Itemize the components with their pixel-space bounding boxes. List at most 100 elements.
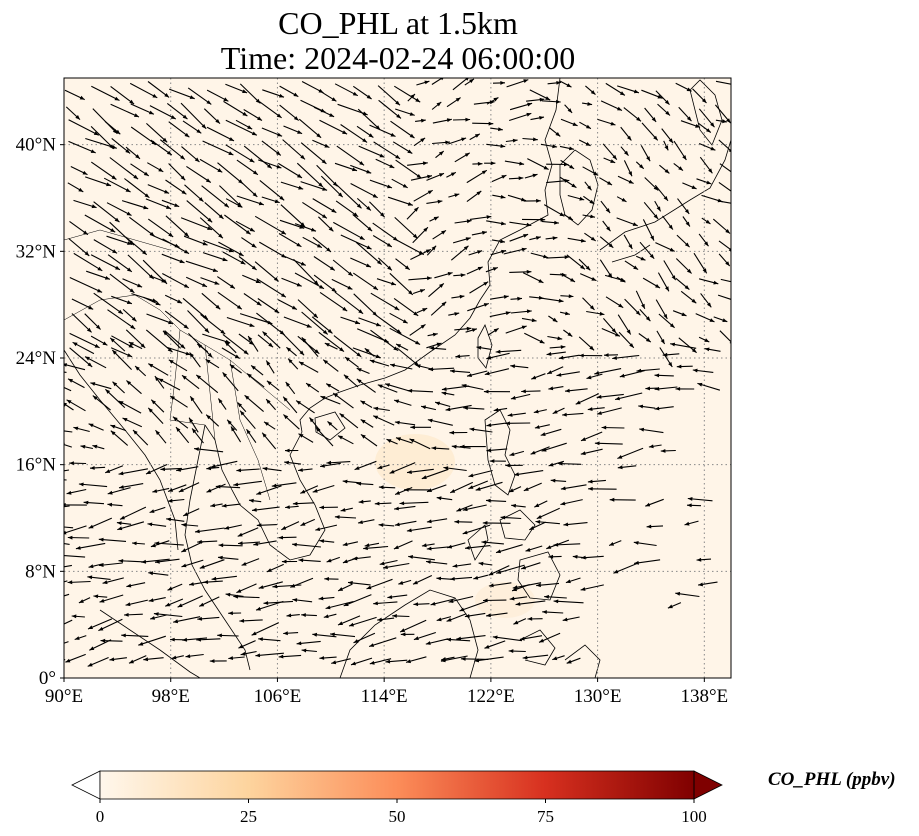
wind-vector-head [555, 132, 561, 137]
wind-vector-shaft [512, 582, 542, 589]
wind-vector-head [312, 488, 318, 493]
wind-vector-head [486, 215, 492, 219]
wind-vector-shaft [226, 316, 255, 328]
wind-vector-head [409, 112, 415, 116]
wind-vector-head [202, 241, 208, 246]
wind-vector-head [425, 249, 431, 254]
wind-vector-shaft [195, 374, 219, 394]
wind-vector-head [460, 273, 466, 278]
wind-vector-head [319, 284, 324, 289]
wind-vector-head [112, 381, 118, 387]
wind-vector-head [256, 523, 262, 528]
wind-vector-head [90, 382, 96, 386]
wind-vector-shaft [350, 183, 378, 199]
wind-vector-head [53, 626, 58, 630]
wind-vector-shaft [283, 316, 312, 328]
wind-vector-head [176, 427, 181, 432]
wind-vector-head [495, 349, 501, 354]
wind-vector-head [273, 277, 279, 282]
wind-vector-head [526, 269, 532, 274]
wind-vector-head [408, 290, 413, 295]
wind-vector-head [469, 78, 474, 84]
wind-vector-head [441, 391, 447, 396]
wind-vector-head [83, 500, 89, 505]
wind-vector-head [238, 541, 243, 546]
wind-vector-head [636, 368, 642, 373]
wind-vector-head [206, 100, 212, 105]
wind-vector-head [611, 328, 617, 333]
wind-vector-head [420, 137, 426, 143]
wind-vector-shaft [146, 313, 174, 325]
wind-vector-head [596, 394, 602, 399]
wind-vector-head [318, 88, 324, 93]
wind-vector-head [367, 226, 373, 232]
wind-vector-head [633, 265, 639, 270]
wind-vector-shaft [393, 297, 419, 317]
wind-vector-head [155, 301, 161, 306]
wind-vector-head [691, 185, 697, 189]
wind-vector-head [356, 352, 362, 357]
wind-vector-head [531, 375, 537, 380]
wind-vector-shaft [617, 447, 644, 460]
wind-vector-shaft [319, 119, 348, 135]
wind-vector-head [439, 173, 444, 177]
wind-vector-head [66, 490, 72, 495]
wind-vector-head [106, 182, 111, 187]
wind-vector-head [566, 83, 572, 88]
wind-vector-shaft [92, 108, 118, 135]
wind-vector-head [168, 359, 174, 364]
wind-vector-shaft [375, 314, 402, 334]
wind-vector-head [324, 577, 329, 581]
wind-vector-head [331, 97, 337, 102]
wind-vector-head [215, 484, 221, 489]
wind-vector-head [662, 352, 668, 357]
wind-vector-head [105, 389, 111, 394]
wind-vector-shaft [614, 392, 643, 401]
wind-vector-head [587, 407, 593, 411]
wind-vector-shaft [355, 241, 383, 266]
wind-vector-head [691, 348, 697, 353]
wind-vector-head [242, 89, 248, 93]
wind-vector-head [377, 617, 382, 622]
colorbar-tick-label: 50 [389, 807, 406, 826]
wind-vector-head [127, 241, 133, 245]
wind-vector-head [443, 466, 449, 470]
wind-vector-head [548, 554, 554, 559]
wind-vector-head [143, 205, 149, 210]
wind-vector-head [488, 121, 494, 126]
wind-vector-shaft [162, 238, 190, 255]
wind-vector-head [143, 657, 149, 662]
wind-vector-head [340, 508, 346, 512]
wind-vector-head [648, 444, 654, 449]
wind-vector-head [492, 635, 498, 640]
wind-vector-head [325, 605, 331, 610]
wind-vector-shaft [389, 272, 414, 296]
wind-vector-head [166, 205, 171, 209]
wind-vector-head [366, 245, 372, 250]
wind-vector-head [135, 154, 140, 159]
wind-vector-head [461, 137, 467, 142]
wind-vector-head [132, 541, 137, 546]
wind-vector-head [563, 522, 569, 527]
wind-vector-head [127, 353, 133, 357]
coastline-myanmar [64, 349, 179, 551]
wind-vector-shaft [336, 184, 362, 209]
y-tick-label: 8°N [25, 561, 56, 582]
wind-vector-head [459, 607, 465, 612]
wind-vector-head [589, 305, 595, 310]
wind-vector-head [167, 586, 173, 591]
wind-vector-head [394, 420, 400, 425]
wind-vector-head [469, 427, 475, 432]
wind-vector-head [87, 662, 93, 667]
wind-vector-head [45, 524, 50, 528]
wind-vector-head [560, 486, 566, 491]
wind-vector-shaft [73, 252, 103, 272]
wind-vector-head [407, 470, 412, 474]
wind-vector-head [500, 144, 506, 148]
wind-vector-head [251, 131, 257, 136]
wind-vector-head [183, 324, 189, 329]
wind-vector-shaft [199, 217, 224, 239]
wind-vector-head [296, 400, 301, 405]
wind-vector-head [404, 487, 409, 492]
wind-vector-head [395, 100, 400, 106]
